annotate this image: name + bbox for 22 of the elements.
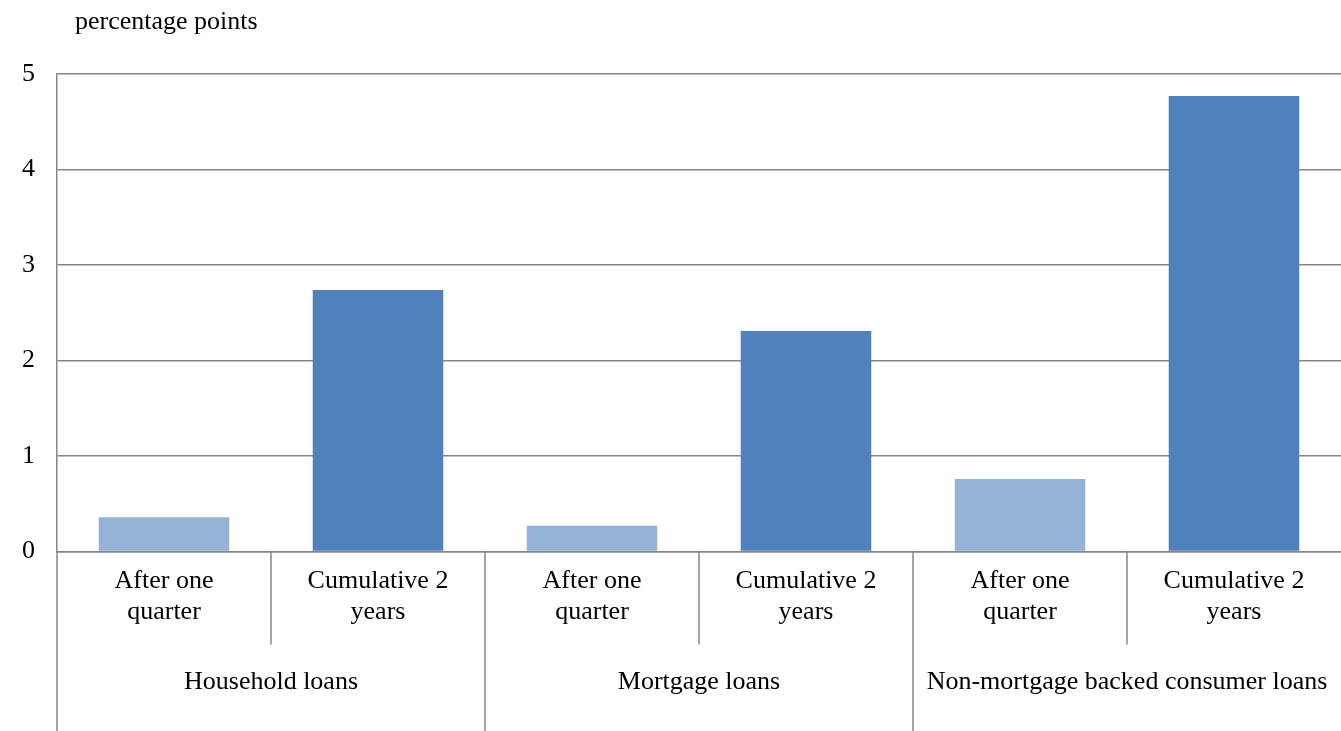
bar (954, 479, 1086, 551)
y-tick-label: 2 (22, 344, 35, 374)
y-tick-label: 4 (22, 153, 35, 183)
x-tick-label: Cumulative 2 years (1163, 565, 1305, 626)
bar (1168, 95, 1300, 551)
x-tick-label: Cumulative 2 years (307, 565, 449, 626)
bar (312, 289, 444, 551)
text: Non-mortgage backed consumer loans (926, 666, 1328, 696)
y-tick-label: 5 (22, 57, 35, 87)
y-axis-title: percentage points (75, 5, 258, 35)
bar (526, 525, 658, 551)
text: Mortgage loans (617, 666, 781, 696)
y-tick-label: 3 (22, 248, 35, 278)
x-tick-label: After one quarter (970, 565, 1070, 626)
x-tick-label: After one quarter (542, 565, 642, 626)
y-tick-label: 0 (22, 535, 35, 565)
bar (740, 330, 872, 551)
x-tick-label: After one quarter (114, 565, 214, 626)
text: Household loans (183, 666, 359, 696)
y-tick-label: 1 (22, 439, 35, 469)
bar (98, 517, 230, 551)
x-tick-label: Cumulative 2 years (735, 565, 877, 626)
